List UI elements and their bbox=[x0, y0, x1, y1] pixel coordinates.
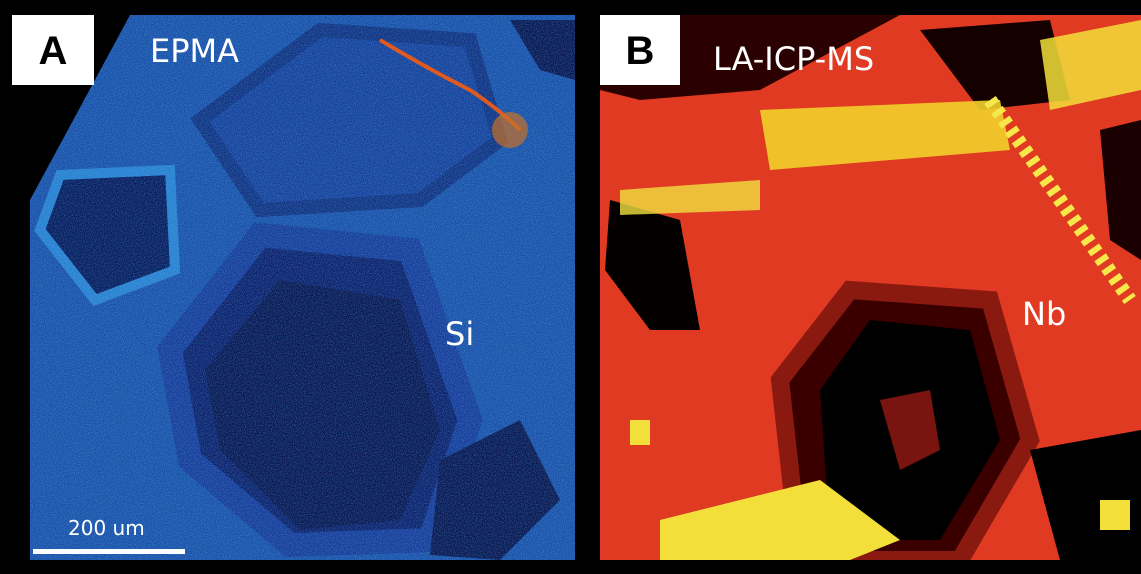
panel-b-label-box bbox=[600, 15, 680, 85]
scale-bar bbox=[33, 549, 185, 554]
panel-b-element: Nb bbox=[1022, 295, 1066, 333]
panel-b-map bbox=[600, 15, 1141, 560]
panel-a-label-box bbox=[12, 15, 94, 85]
panel-a-label: A bbox=[39, 29, 68, 73]
scale-bar-label: 200 um bbox=[68, 516, 145, 540]
panel-b-label: B bbox=[626, 29, 655, 73]
panel-a-map bbox=[30, 15, 575, 560]
panel-a-method: EPMA bbox=[150, 32, 239, 70]
panel-b-method: LA-ICP-MS bbox=[713, 40, 874, 78]
panel-a-element: Si bbox=[445, 315, 474, 353]
